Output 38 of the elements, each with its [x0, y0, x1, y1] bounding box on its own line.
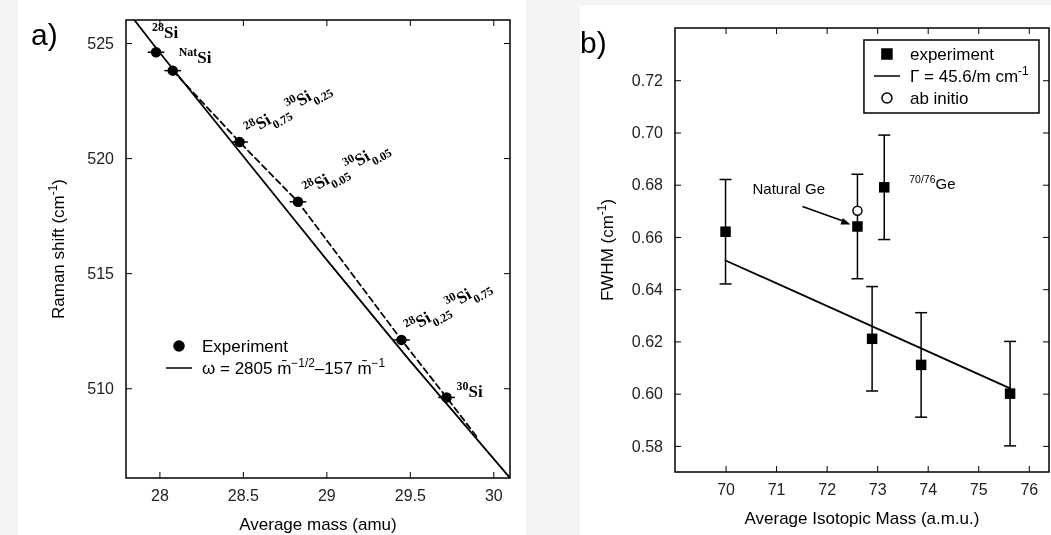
x-tick-label: 76 — [1020, 481, 1039, 499]
y-tick-label: 510 — [87, 379, 115, 397]
chart-title: b) — [580, 26, 607, 59]
chart-title: a) — [31, 18, 58, 51]
annotation: $^{30}$Si — [456, 379, 483, 402]
legend-label: experiment — [909, 45, 995, 64]
x-tick-label: 28 — [150, 487, 169, 505]
x-tick-label: 75 — [969, 481, 988, 499]
y-tick-label: 0.64 — [631, 280, 664, 298]
annotation: $^{28}$Si — [152, 20, 179, 43]
annotation: Natural Ge — [752, 180, 825, 198]
y-tick-label: 515 — [87, 264, 115, 282]
annotation: $^{Nat}$Si — [178, 44, 212, 67]
y-tick-label: 520 — [87, 149, 115, 167]
x-tick-label: 70 — [717, 481, 736, 499]
legend-label: ab initio — [909, 89, 969, 108]
y-tick-label: 0.66 — [631, 228, 664, 246]
legend-label: Experiment — [202, 337, 289, 356]
x-tick-label: 72 — [818, 481, 837, 499]
legend-label: Γ = 45.6/m cm$^{-1}$ — [909, 64, 1029, 86]
x-tick-label: 29.5 — [394, 487, 426, 505]
annotation: $^{70/76}$Ge — [909, 173, 956, 193]
x-tick-label: 73 — [868, 481, 887, 499]
y-tick-label: 0.58 — [631, 437, 664, 455]
y-tick-label: 525 — [87, 34, 115, 52]
x-tick-label: 74 — [919, 481, 938, 499]
x-axis-title: Average Isotopic Mass (a.m.u.) — [744, 509, 980, 528]
y-tick-label: 0.68 — [631, 176, 664, 194]
x-tick-label: 28.5 — [227, 487, 260, 505]
y-tick-label: 0.72 — [631, 71, 664, 89]
y-tick-label: 0.62 — [631, 333, 664, 351]
legend-label: ω = 2805 m̄$^{−1/2}$–157 m̄$^{−1}$ — [202, 356, 386, 378]
x-tick-label: 30 — [484, 487, 503, 505]
x-tick-label: 71 — [767, 481, 786, 499]
y-tick-label: 0.70 — [631, 124, 664, 142]
y-tick-label: 0.60 — [631, 385, 664, 403]
x-tick-label: 29 — [317, 487, 336, 505]
x-axis-title: Average mass (amu) — [239, 515, 397, 534]
